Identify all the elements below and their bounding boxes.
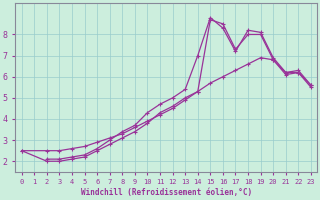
X-axis label: Windchill (Refroidissement éolien,°C): Windchill (Refroidissement éolien,°C) [81, 188, 252, 197]
